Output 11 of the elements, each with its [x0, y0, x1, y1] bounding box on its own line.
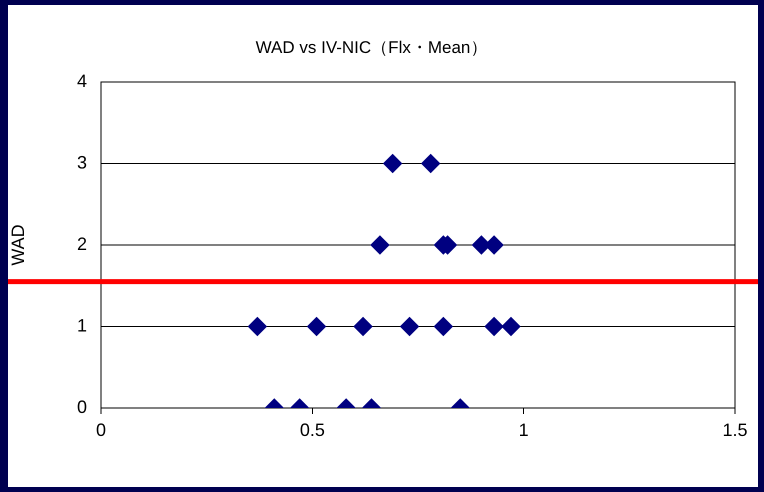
- y-tick-label: 0: [76, 396, 87, 417]
- x-tick-label: 0.5: [300, 420, 325, 440]
- y-axis-title: WAD: [8, 224, 28, 266]
- y-tick-label: 2: [76, 234, 87, 254]
- y-tick-label: 4: [76, 70, 87, 91]
- x-tick-label: 1: [518, 420, 529, 440]
- x-tick-label: 0: [96, 420, 106, 440]
- y-tick-label: 3: [76, 152, 87, 172]
- chart-title: WAD vs IV-NIC（Flx・Mean）: [256, 38, 488, 57]
- y-tick-label: 1: [76, 315, 87, 336]
- x-tick-label: 1.5: [722, 420, 748, 440]
